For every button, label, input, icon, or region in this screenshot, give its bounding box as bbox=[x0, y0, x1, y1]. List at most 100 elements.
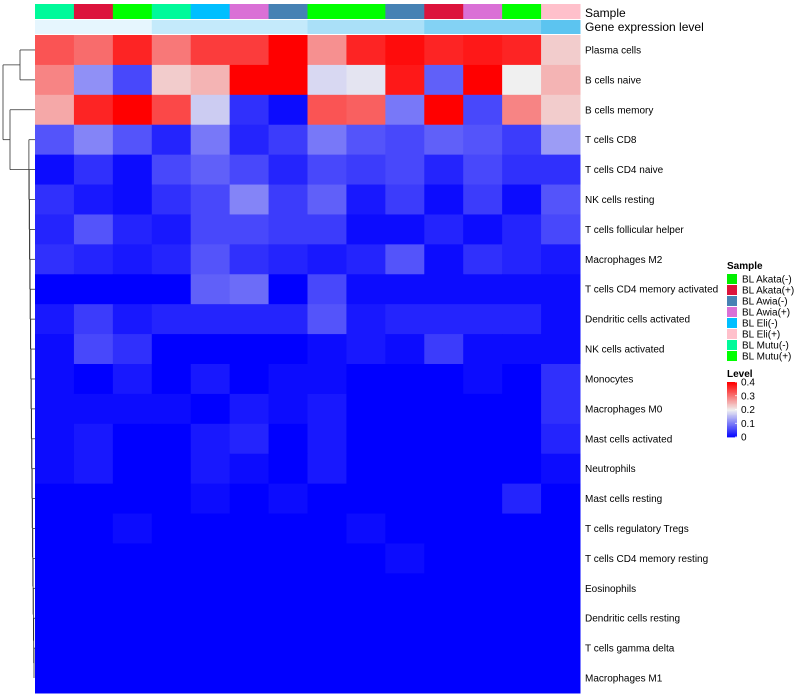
level-legend-gradient-step bbox=[727, 413, 737, 416]
heatmap-cell bbox=[385, 244, 425, 275]
level-legend-gradient-step bbox=[727, 428, 737, 431]
heatmap-cell bbox=[268, 453, 308, 485]
heatmap-cells bbox=[35, 35, 581, 694]
heatmap-cell bbox=[541, 663, 581, 694]
heatmap-cell bbox=[385, 304, 425, 335]
heatmap-cell bbox=[268, 94, 308, 126]
row-label: Monocytes bbox=[585, 374, 633, 385]
heatmap-cell bbox=[541, 423, 581, 455]
heatmap-cell bbox=[229, 393, 270, 425]
heatmap-cell bbox=[307, 423, 347, 455]
heatmap-cell bbox=[424, 334, 464, 365]
heatmap-cell bbox=[151, 423, 192, 455]
row-label: T cells CD4 memory activated bbox=[585, 285, 718, 296]
gene-expression-annotation-bar bbox=[35, 20, 581, 34]
sample-annotation-cell bbox=[424, 4, 464, 19]
heatmap-cell bbox=[268, 603, 308, 634]
heatmap-cell bbox=[541, 483, 581, 515]
heatmap-cell bbox=[35, 453, 75, 485]
heatmap-cell bbox=[307, 364, 347, 395]
heatmap-cell bbox=[73, 124, 114, 156]
row-dendrogram bbox=[2, 49, 35, 679]
heatmap-cell bbox=[463, 633, 503, 664]
heatmap-cell bbox=[35, 393, 75, 425]
gene-expression-annotation-cell bbox=[73, 20, 114, 34]
heatmap-cell bbox=[346, 334, 386, 365]
heatmap-cell bbox=[268, 663, 308, 694]
level-legend-gradient-step bbox=[727, 424, 737, 427]
heatmap-cell bbox=[541, 603, 581, 634]
row-label: Neutrophils bbox=[585, 464, 636, 475]
heatmap-cell bbox=[424, 513, 464, 544]
sample-annotation-cell bbox=[307, 4, 347, 19]
heatmap-cell bbox=[229, 94, 270, 126]
heatmap-cell bbox=[190, 154, 231, 186]
heatmap-cell bbox=[35, 94, 75, 126]
heatmap-cell bbox=[307, 94, 347, 126]
heatmap-cell bbox=[541, 543, 581, 574]
heatmap-cell bbox=[112, 663, 153, 694]
heatmap-cell bbox=[190, 543, 231, 574]
heatmap-cell bbox=[35, 304, 75, 335]
heatmap-cell bbox=[463, 543, 503, 574]
heatmap-cell bbox=[73, 483, 114, 515]
heatmap-cell bbox=[541, 334, 581, 365]
level-legend-tick-label: 0.2 bbox=[741, 405, 755, 416]
heatmap-cell bbox=[35, 633, 75, 664]
level-legend-gradient-step bbox=[727, 405, 737, 408]
heatmap-cell bbox=[151, 274, 192, 305]
level-legend-gradient-step bbox=[727, 408, 737, 410]
heatmap-cell bbox=[268, 124, 308, 156]
sample-annotation-cell bbox=[190, 4, 231, 19]
level-legend-gradient-step bbox=[727, 393, 737, 395]
heatmap-cell bbox=[151, 124, 192, 156]
gene-expression-annotation-label: Gene expression level bbox=[585, 20, 704, 34]
sample-annotation-cell bbox=[151, 4, 192, 19]
sample-annotation-label: Sample bbox=[585, 6, 626, 20]
heatmap-cell bbox=[346, 543, 386, 574]
heatmap-cell bbox=[307, 35, 347, 66]
sample-legend-label: BL Akata(-) bbox=[742, 275, 792, 286]
heatmap-cell bbox=[35, 364, 75, 395]
heatmap-cell bbox=[268, 184, 308, 215]
level-legend-gradient-step bbox=[727, 387, 737, 390]
heatmap-cell bbox=[112, 35, 153, 66]
heatmap-cell bbox=[385, 64, 425, 96]
heatmap-cell bbox=[424, 453, 464, 485]
heatmap-cell bbox=[346, 64, 386, 96]
heatmap-cell bbox=[268, 304, 308, 335]
heatmap-cell bbox=[268, 154, 308, 186]
heatmap-cell bbox=[307, 393, 347, 425]
heatmap-cell bbox=[268, 244, 308, 275]
heatmap-cell bbox=[73, 453, 114, 485]
heatmap-cell bbox=[268, 543, 308, 574]
heatmap-cell bbox=[502, 573, 542, 604]
heatmap-cell bbox=[35, 154, 75, 186]
heatmap-cell bbox=[346, 244, 386, 275]
heatmap-cell bbox=[151, 393, 192, 425]
gene-expression-annotation-cell bbox=[229, 20, 270, 34]
row-label: Mast cells resting bbox=[585, 494, 662, 505]
heatmap-cell bbox=[229, 483, 270, 515]
heatmap-cell bbox=[424, 184, 464, 215]
heatmap-cell bbox=[502, 154, 542, 186]
gene-expression-annotation-cell bbox=[307, 20, 347, 34]
heatmap-cell bbox=[307, 244, 347, 275]
heatmap-cell bbox=[424, 663, 464, 694]
heatmap-cell bbox=[73, 304, 114, 335]
heatmap-cell bbox=[541, 304, 581, 335]
sample-legend-swatch bbox=[727, 285, 737, 295]
row-label: T cells gamma delta bbox=[585, 644, 675, 655]
heatmap-cell bbox=[502, 453, 542, 485]
heatmap-cell bbox=[268, 364, 308, 395]
level-legend-gradient-step bbox=[727, 416, 737, 419]
level-legend-gradient-step bbox=[727, 426, 737, 428]
heatmap-cell bbox=[151, 35, 192, 66]
heatmap-cell bbox=[73, 663, 114, 694]
sample-annotation-cell bbox=[541, 4, 581, 19]
heatmap-cell bbox=[307, 124, 347, 156]
heatmap-cell bbox=[541, 124, 581, 156]
heatmap-cell bbox=[463, 393, 503, 425]
heatmap-cell bbox=[385, 364, 425, 395]
heatmap-cell bbox=[229, 453, 270, 485]
